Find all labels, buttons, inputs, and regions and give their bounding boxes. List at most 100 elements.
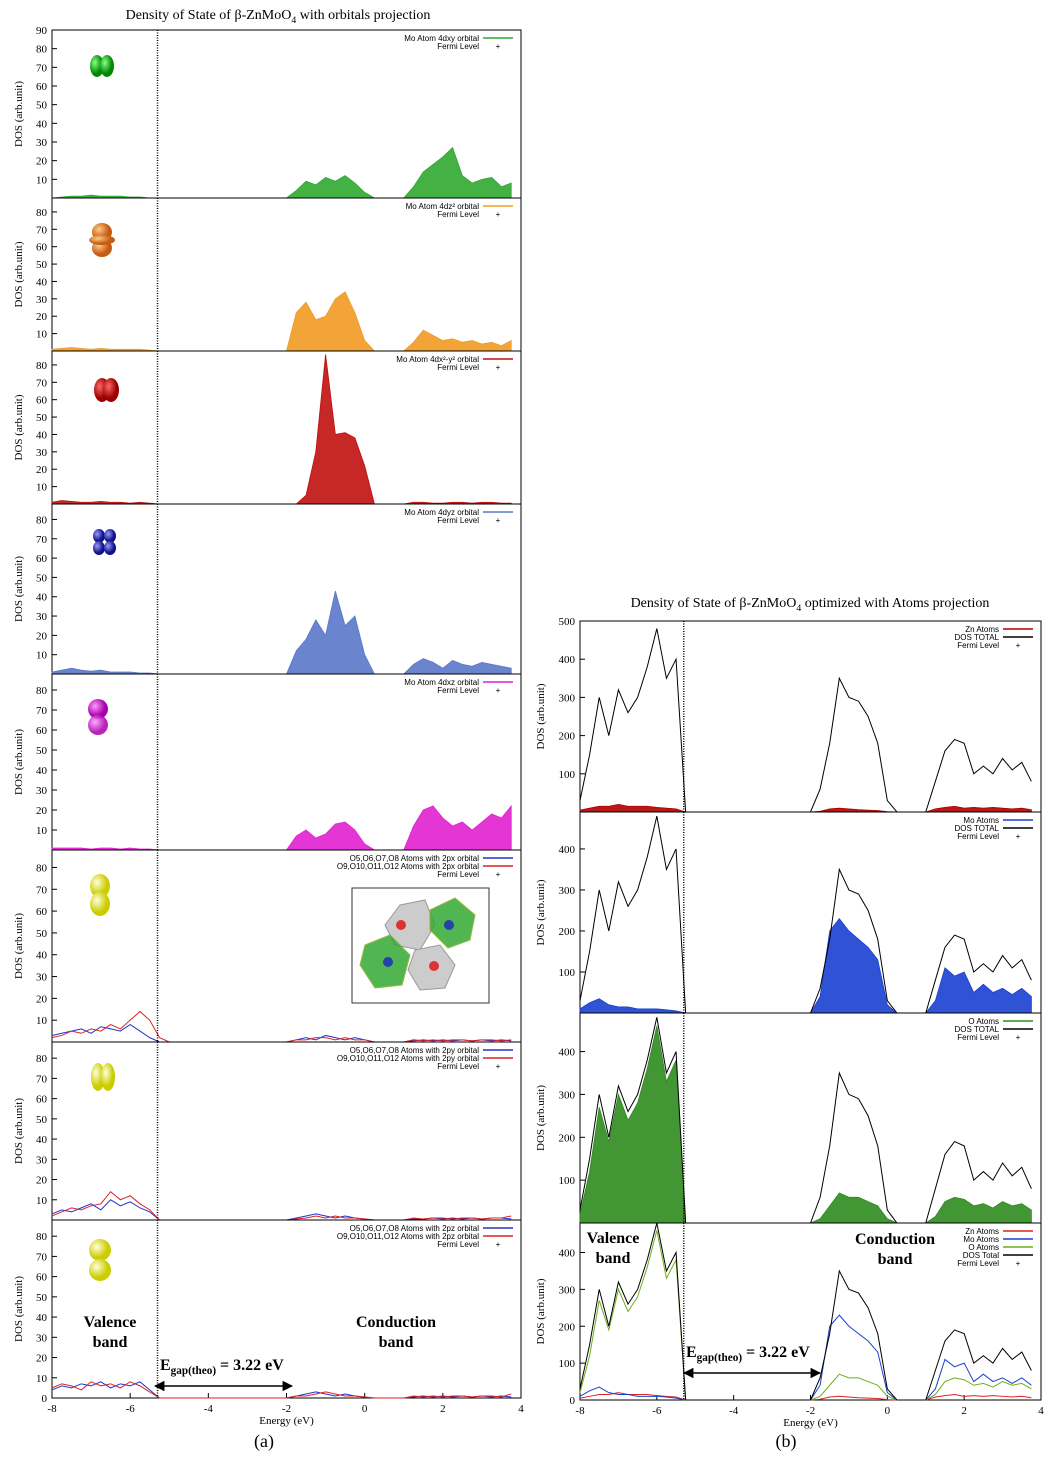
y-tick-label: 80 bbox=[36, 44, 48, 56]
y-tick-label: 300 bbox=[559, 692, 576, 704]
legend-marker: + bbox=[496, 363, 501, 372]
dos-area bbox=[51, 590, 512, 675]
y-tick-label: 30 bbox=[36, 972, 48, 984]
legend-label: O9,O10,O11,O12 Atoms with 2px orbital bbox=[337, 862, 479, 871]
y-tick-label: 10 bbox=[36, 1373, 48, 1385]
y-tick-label: 60 bbox=[36, 81, 48, 93]
y-tick-label: 300 bbox=[559, 885, 576, 897]
y-axis-label: DOS (arb.unit) bbox=[13, 1276, 25, 1342]
y-tick-label: 80 bbox=[36, 685, 48, 697]
legend-label: Fermi Level bbox=[957, 641, 999, 650]
y-tick-label: 400 bbox=[559, 654, 576, 666]
dos-area bbox=[579, 1025, 1032, 1224]
band-label: Valence bbox=[587, 1230, 640, 1247]
y-tick-label: 300 bbox=[559, 1284, 576, 1296]
y-tick-label: 20 bbox=[36, 311, 48, 323]
y-tick-label: 30 bbox=[36, 785, 48, 797]
legend-label: DOS TOTAL bbox=[955, 1025, 1000, 1034]
y-axis-label: DOS (arb.unit) bbox=[13, 394, 25, 460]
y-axis-label: DOS (arb.unit) bbox=[13, 1098, 25, 1164]
legend-marker: + bbox=[1016, 1259, 1021, 1268]
y-tick-label: 50 bbox=[36, 1292, 48, 1304]
legend-label: DOS TOTAL bbox=[955, 824, 1000, 833]
y-tick-label: 400 bbox=[559, 844, 576, 856]
y-axis-label: DOS (arb.unit) bbox=[13, 729, 25, 795]
y-tick-label: 80 bbox=[36, 1231, 48, 1243]
x-tick-label: -2 bbox=[806, 1405, 815, 1417]
y-tick-label: 20 bbox=[36, 993, 48, 1005]
y-tick-label: 50 bbox=[36, 259, 48, 271]
plot-frame bbox=[51, 503, 522, 675]
y-tick-label: 70 bbox=[36, 884, 48, 896]
y-tick-label: 0 bbox=[42, 1393, 48, 1405]
y-axis-label: DOS (arb.unit) bbox=[13, 913, 25, 979]
legend-label: Zn Atoms bbox=[965, 1227, 999, 1236]
legend-label: Mo Atom 4dxz orbital bbox=[404, 678, 479, 687]
legend-label: O Atoms bbox=[968, 1243, 999, 1252]
legend-label: Fermi Level bbox=[957, 1259, 999, 1268]
y-tick-label: 10 bbox=[36, 1015, 48, 1027]
legend-label: Mo Atom 4dx²-y² orbital bbox=[396, 355, 479, 364]
legend-label: Fermi Level bbox=[437, 870, 479, 879]
legend-label: DOS TOTAL bbox=[955, 633, 1000, 642]
y-tick-label: 60 bbox=[36, 553, 48, 565]
y-tick-label: 80 bbox=[36, 1053, 48, 1065]
y-tick-label: 10 bbox=[36, 482, 48, 494]
dos-line bbox=[579, 628, 1032, 813]
band-label: Valence bbox=[84, 1314, 137, 1331]
y-tick-label: 30 bbox=[36, 611, 48, 623]
y-tick-label: 40 bbox=[36, 429, 48, 441]
plot-frame bbox=[51, 350, 522, 505]
y-tick-label: 40 bbox=[36, 765, 48, 777]
legend-label: Mo Atom 4dyz orbital bbox=[404, 508, 479, 517]
band-label: Conduction bbox=[855, 1231, 935, 1248]
legend-label: O9,O10,O11,O12 Atoms with 2py orbital bbox=[337, 1054, 479, 1063]
y-tick-label: 20 bbox=[36, 805, 48, 817]
y-tick-label: 30 bbox=[36, 1154, 48, 1166]
gap-label: Egap(theo) = 3.22 eV bbox=[160, 1357, 284, 1377]
x-tick-label: -8 bbox=[575, 1405, 585, 1417]
y-tick-label: 100 bbox=[559, 1175, 576, 1187]
plot-frame bbox=[51, 673, 522, 851]
legend-label: Fermi Level bbox=[437, 686, 479, 695]
y-tick-label: 20 bbox=[36, 1353, 48, 1365]
legend-label: Zn Atoms bbox=[965, 625, 999, 634]
y-tick-label: 100 bbox=[559, 769, 576, 781]
x-tick-label: 0 bbox=[362, 1403, 368, 1415]
figure-title: Density of State of β-ZnMoO4 optimized w… bbox=[631, 596, 990, 614]
dos-area bbox=[51, 804, 512, 851]
y-axis-label: DOS (arb.unit) bbox=[13, 81, 25, 147]
y-tick-label: 10 bbox=[36, 174, 48, 186]
legend-label: Fermi Level bbox=[437, 1062, 479, 1071]
x-tick-label: -4 bbox=[204, 1403, 214, 1415]
y-tick-label: 40 bbox=[36, 1134, 48, 1146]
gap-label: Egap(theo) = 3.22 eV bbox=[686, 1344, 810, 1364]
y-tick-label: 300 bbox=[559, 1089, 576, 1101]
x-tick-label: 0 bbox=[885, 1405, 891, 1417]
y-tick-label: 500 bbox=[559, 616, 576, 628]
y-tick-label: 80 bbox=[36, 862, 48, 874]
x-tick-label: 4 bbox=[1038, 1405, 1044, 1417]
y-tick-label: 0 bbox=[570, 1395, 576, 1407]
legend-label: Mo Atom 4dz² orbital bbox=[406, 202, 480, 211]
y-tick-label: 50 bbox=[36, 1114, 48, 1126]
y-tick-label: 30 bbox=[36, 137, 48, 149]
y-tick-label: 60 bbox=[36, 242, 48, 254]
text-part: optimized with Atoms projection bbox=[801, 596, 989, 611]
legend-label: DOS Total bbox=[963, 1251, 1000, 1260]
crystal-inset bbox=[351, 887, 490, 1004]
x-tick-label: 2 bbox=[961, 1405, 967, 1417]
dos-line bbox=[51, 1381, 512, 1399]
y-tick-label: 50 bbox=[36, 745, 48, 757]
y-tick-label: 70 bbox=[36, 705, 48, 717]
dos-line bbox=[51, 1023, 512, 1043]
legend-label: Fermi Level bbox=[957, 1033, 999, 1042]
y-tick-label: 70 bbox=[36, 62, 48, 74]
y-tick-label: 70 bbox=[36, 1073, 48, 1085]
legend-label: Mo Atoms bbox=[963, 816, 999, 825]
y-tick-label: 80 bbox=[36, 514, 48, 526]
legend-label: Fermi Level bbox=[437, 210, 479, 219]
y-tick-label: 50 bbox=[36, 100, 48, 112]
x-tick-label: -6 bbox=[652, 1405, 662, 1417]
legend-label: O9,O10,O11,O12 Atoms with 2pz orbital bbox=[337, 1232, 479, 1241]
